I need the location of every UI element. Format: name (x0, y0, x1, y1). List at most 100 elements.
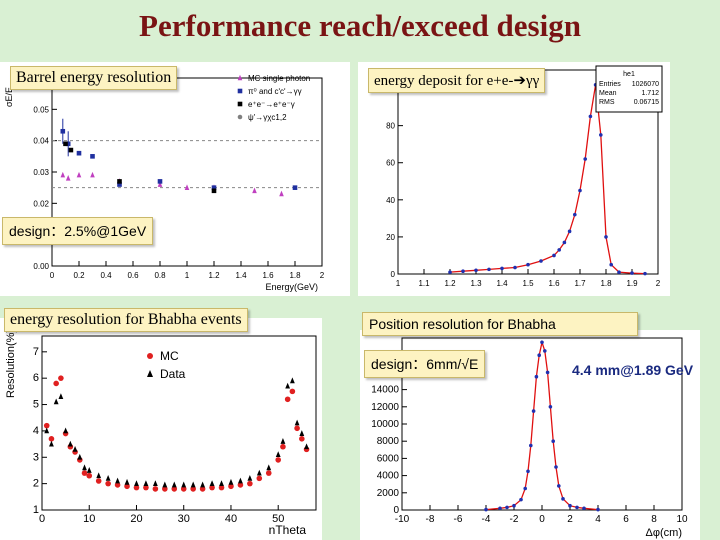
data-point (209, 484, 215, 491)
stats-key: RMS (599, 99, 615, 106)
data-point (523, 486, 527, 491)
x-axis-label: nTheta (269, 523, 307, 537)
data-point (568, 503, 572, 508)
x-tick-label: 40 (225, 513, 237, 525)
data-point (304, 443, 309, 450)
data-point (219, 480, 224, 487)
data-point (292, 185, 298, 190)
x-tick-label: 30 (178, 513, 190, 525)
legend-entry: MC (160, 349, 179, 363)
data-point (498, 506, 502, 511)
data-point (60, 171, 66, 178)
y-tick-label: 10000 (371, 419, 399, 430)
data-point (95, 478, 102, 484)
x-tick-label: 1 (396, 279, 401, 288)
data-point (117, 182, 122, 187)
x-tick-label: 2 (567, 514, 573, 525)
energy-deposit-chart: 11.11.21.31.41.51.61.71.81.9202040608010… (382, 65, 663, 288)
x-tick-label: 1.5 (522, 279, 534, 288)
position-resolution-label: Position resolution for Bhabha (362, 312, 638, 336)
data-point (548, 405, 553, 409)
x-tick-label: 0 (50, 271, 55, 280)
data-point (484, 507, 488, 512)
data-point (44, 427, 50, 434)
data-point (90, 171, 95, 178)
data-point (545, 370, 550, 375)
x-tick-label: 1.6 (262, 271, 274, 280)
data-point (105, 480, 111, 487)
data-point (289, 388, 296, 395)
data-point (526, 469, 530, 474)
data-point (537, 353, 541, 357)
y-tick-label: 0 (391, 270, 396, 279)
data-point (279, 190, 284, 197)
data-point (65, 174, 71, 181)
data-point (505, 505, 509, 510)
x-tick-label: 1.8 (289, 271, 301, 280)
design-position-label: design：6mm/√E (364, 350, 486, 378)
data-point (630, 271, 634, 275)
x-tick-label: 6 (623, 514, 629, 525)
y-tick-label: 14000 (371, 385, 399, 396)
data-point (573, 212, 577, 217)
data-point (68, 147, 74, 153)
x-tick-label: 1.4 (496, 279, 508, 288)
x-tick-label: 0.2 (73, 271, 85, 280)
legend-marker (147, 353, 153, 359)
x-tick-label: 1.8 (600, 279, 612, 288)
x-tick-label: -6 (454, 514, 463, 525)
y-tick-label: 5 (33, 399, 39, 411)
y-tick-label: 3 (33, 451, 39, 463)
data-point (180, 486, 187, 492)
y-tick-label: 0.03 (33, 168, 49, 177)
data-point (58, 393, 64, 400)
x-tick-label: 0 (539, 514, 545, 525)
data-point (294, 419, 300, 426)
x-tick-label: 20 (130, 513, 142, 525)
data-point (209, 480, 215, 487)
data-point (578, 188, 582, 193)
data-point (529, 443, 533, 448)
data-point (238, 477, 243, 484)
plot-frame (41, 335, 317, 511)
design-barrel-label: design：2.5%@1GeV (2, 217, 154, 245)
data-point (48, 436, 55, 442)
data-point (583, 157, 587, 161)
data-point (124, 478, 130, 485)
x-tick-label: 1.6 (548, 279, 560, 288)
data-point (531, 409, 536, 413)
stats-value: 1026070 (632, 81, 659, 88)
data-point (247, 474, 253, 481)
data-point (604, 235, 608, 239)
data-point (247, 480, 253, 487)
data-point (237, 482, 244, 488)
x-tick-label: -8 (426, 514, 435, 525)
legend-entry: ψ'→γχc1,2 (248, 113, 287, 122)
x-tick-label: 1.3 (470, 279, 482, 288)
data-point (181, 481, 187, 488)
data-point (90, 154, 95, 159)
data-point (500, 266, 504, 271)
data-point (53, 380, 59, 387)
data-point (211, 185, 217, 190)
data-point (105, 474, 111, 481)
y-tick-label: 0 (393, 505, 399, 516)
data-point (526, 262, 530, 267)
y-tick-label: 20 (386, 233, 395, 242)
data-point (43, 422, 50, 429)
position-result-text: 4.4 mm@1.89 GeV (572, 362, 694, 378)
data-point (58, 375, 64, 381)
data-point (256, 475, 263, 482)
x-tick-label: 1.7 (574, 279, 586, 288)
data-point (487, 267, 491, 272)
stats-title: he1 (623, 71, 635, 78)
data-point (143, 480, 149, 487)
data-point (82, 464, 87, 471)
data-point (596, 507, 600, 512)
x-tick-label: 0 (39, 513, 45, 525)
data-point (86, 467, 92, 473)
data-point (53, 398, 59, 405)
data-point (96, 472, 102, 479)
data-point (285, 382, 291, 389)
data-point (609, 262, 613, 267)
